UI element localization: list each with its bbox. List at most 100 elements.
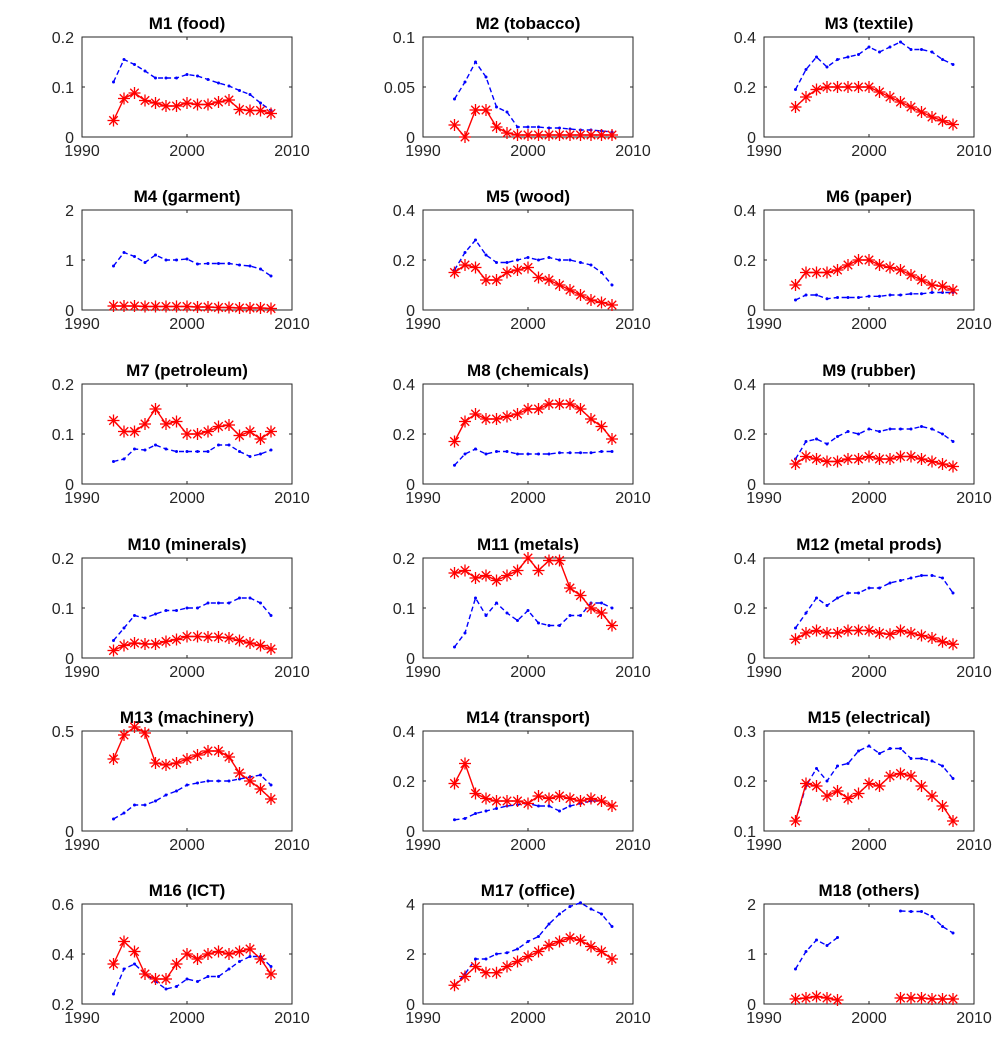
- data-point-blue-dot: [516, 947, 519, 951]
- data-point-red-star: [149, 638, 162, 650]
- data-point-blue-dot: [794, 626, 797, 630]
- data-point-red-star: [926, 632, 938, 644]
- data-point-blue-dot: [815, 596, 818, 600]
- data-point-red-star: [128, 721, 141, 733]
- y-tick-label: 0: [406, 651, 415, 668]
- data-point-blue-dot: [463, 452, 467, 456]
- data-point-red-star: [905, 770, 917, 782]
- y-tick-label: 0: [65, 477, 74, 494]
- data-point-red-star: [873, 780, 886, 792]
- data-point-blue-dot: [857, 432, 860, 436]
- y-tick-label: 0: [747, 303, 756, 320]
- y-tick-label: 0: [65, 651, 74, 668]
- data-point-blue-dot: [888, 581, 892, 585]
- series-red-line: [795, 455, 954, 468]
- subplot-title: M3 (textile): [825, 14, 914, 33]
- data-point-red-star: [223, 419, 235, 431]
- data-point-red-star: [564, 398, 576, 410]
- data-point-blue-dot: [600, 450, 603, 453]
- data-point-red-star: [800, 992, 812, 1004]
- series-blue-line: [900, 910, 954, 934]
- data-point-red-star: [947, 284, 959, 296]
- data-point-blue-dot: [568, 451, 572, 455]
- y-tick-label: 1: [747, 947, 756, 964]
- data-point-red-star: [800, 627, 812, 639]
- y-tick-label: 0.4: [734, 377, 756, 394]
- data-point-blue-dot: [259, 452, 262, 456]
- data-point-blue-dot: [185, 977, 189, 981]
- data-point-red-star: [139, 727, 151, 739]
- data-point-red-star: [863, 81, 875, 93]
- data-point-red-star: [543, 792, 555, 805]
- x-tick-label: 2010: [956, 664, 992, 681]
- data-point-blue-dot: [920, 48, 923, 51]
- data-point-blue-dot: [474, 812, 477, 815]
- series-blue-line: [794, 574, 954, 629]
- subplot-13: M13 (machinery) 1990 2000 2010 0 0.5: [52, 708, 310, 854]
- data-point-red-star: [480, 413, 492, 425]
- data-point-red-star: [873, 259, 886, 271]
- data-point-red-star: [915, 274, 928, 286]
- data-point-blue-dot: [909, 292, 913, 296]
- data-point-red-star: [480, 569, 492, 582]
- y-tick-label: 0.4: [734, 203, 756, 220]
- subplot-title: M14 (transport): [466, 708, 590, 727]
- data-point-blue-dot: [248, 93, 252, 96]
- data-point-red-star: [926, 111, 938, 123]
- data-point-red-star: [160, 973, 172, 985]
- x-tick-label: 2010: [274, 1010, 310, 1027]
- axes-box: [422, 36, 634, 138]
- data-point-blue-dot: [888, 747, 892, 750]
- data-point-blue-dot: [227, 443, 231, 447]
- y-tick-label: 0.05: [384, 80, 415, 97]
- x-tick-label: 2000: [169, 316, 205, 333]
- y-tick-label: 0.4: [52, 947, 74, 964]
- data-point-red-star: [553, 279, 566, 291]
- data-point-blue-dot: [196, 450, 199, 453]
- data-point-blue-dot: [495, 261, 498, 264]
- data-point-red-star: [800, 266, 812, 279]
- data-point-red-star: [553, 129, 566, 141]
- x-tick-label: 2000: [851, 1010, 887, 1027]
- data-point-blue-dot: [825, 65, 829, 69]
- axes-box: [763, 903, 975, 1005]
- data-point-red-star: [469, 104, 482, 116]
- x-tick-label: 2000: [169, 490, 205, 507]
- data-point-red-star: [212, 301, 225, 314]
- data-point-blue-dot: [495, 601, 498, 605]
- data-point-red-star: [191, 749, 204, 761]
- x-tick-label: 1990: [64, 143, 100, 160]
- data-point-red-star: [233, 945, 246, 958]
- data-point-blue-dot: [930, 50, 934, 54]
- data-point-red-star: [181, 753, 193, 765]
- data-point-red-star: [181, 97, 193, 109]
- subplot-title: M17 (office): [481, 881, 575, 900]
- data-point-blue-dot: [600, 601, 603, 605]
- data-point-red-star: [564, 931, 576, 944]
- series-blue-line: [454, 800, 613, 821]
- data-point-blue-dot: [888, 427, 892, 431]
- data-point-blue-dot: [951, 931, 955, 935]
- data-point-red-star: [789, 633, 802, 646]
- data-point-blue-dot: [227, 84, 231, 88]
- data-point-red-star: [884, 770, 896, 782]
- data-point-red-star: [139, 418, 151, 430]
- x-tick-label: 1990: [64, 837, 100, 854]
- data-point-red-star: [810, 453, 823, 465]
- data-point-blue-dot: [185, 783, 189, 787]
- data-point-red-star: [501, 266, 513, 279]
- y-tick-label: 2: [406, 947, 415, 964]
- data-point-blue-dot: [164, 76, 168, 80]
- data-point-red-star: [595, 945, 608, 958]
- data-point-red-star: [254, 783, 267, 795]
- x-tick-label: 2000: [510, 316, 546, 333]
- series-blue-line: [453, 902, 613, 986]
- data-point-blue-dot: [206, 779, 210, 783]
- series-blue-line: [112, 58, 272, 112]
- data-point-red-star: [522, 261, 534, 274]
- data-point-blue-dot: [899, 427, 902, 431]
- data-point-blue-dot: [941, 576, 944, 580]
- data-point-red-star: [842, 792, 854, 805]
- data-point-red-star: [118, 425, 130, 438]
- data-point-blue-dot: [825, 779, 829, 783]
